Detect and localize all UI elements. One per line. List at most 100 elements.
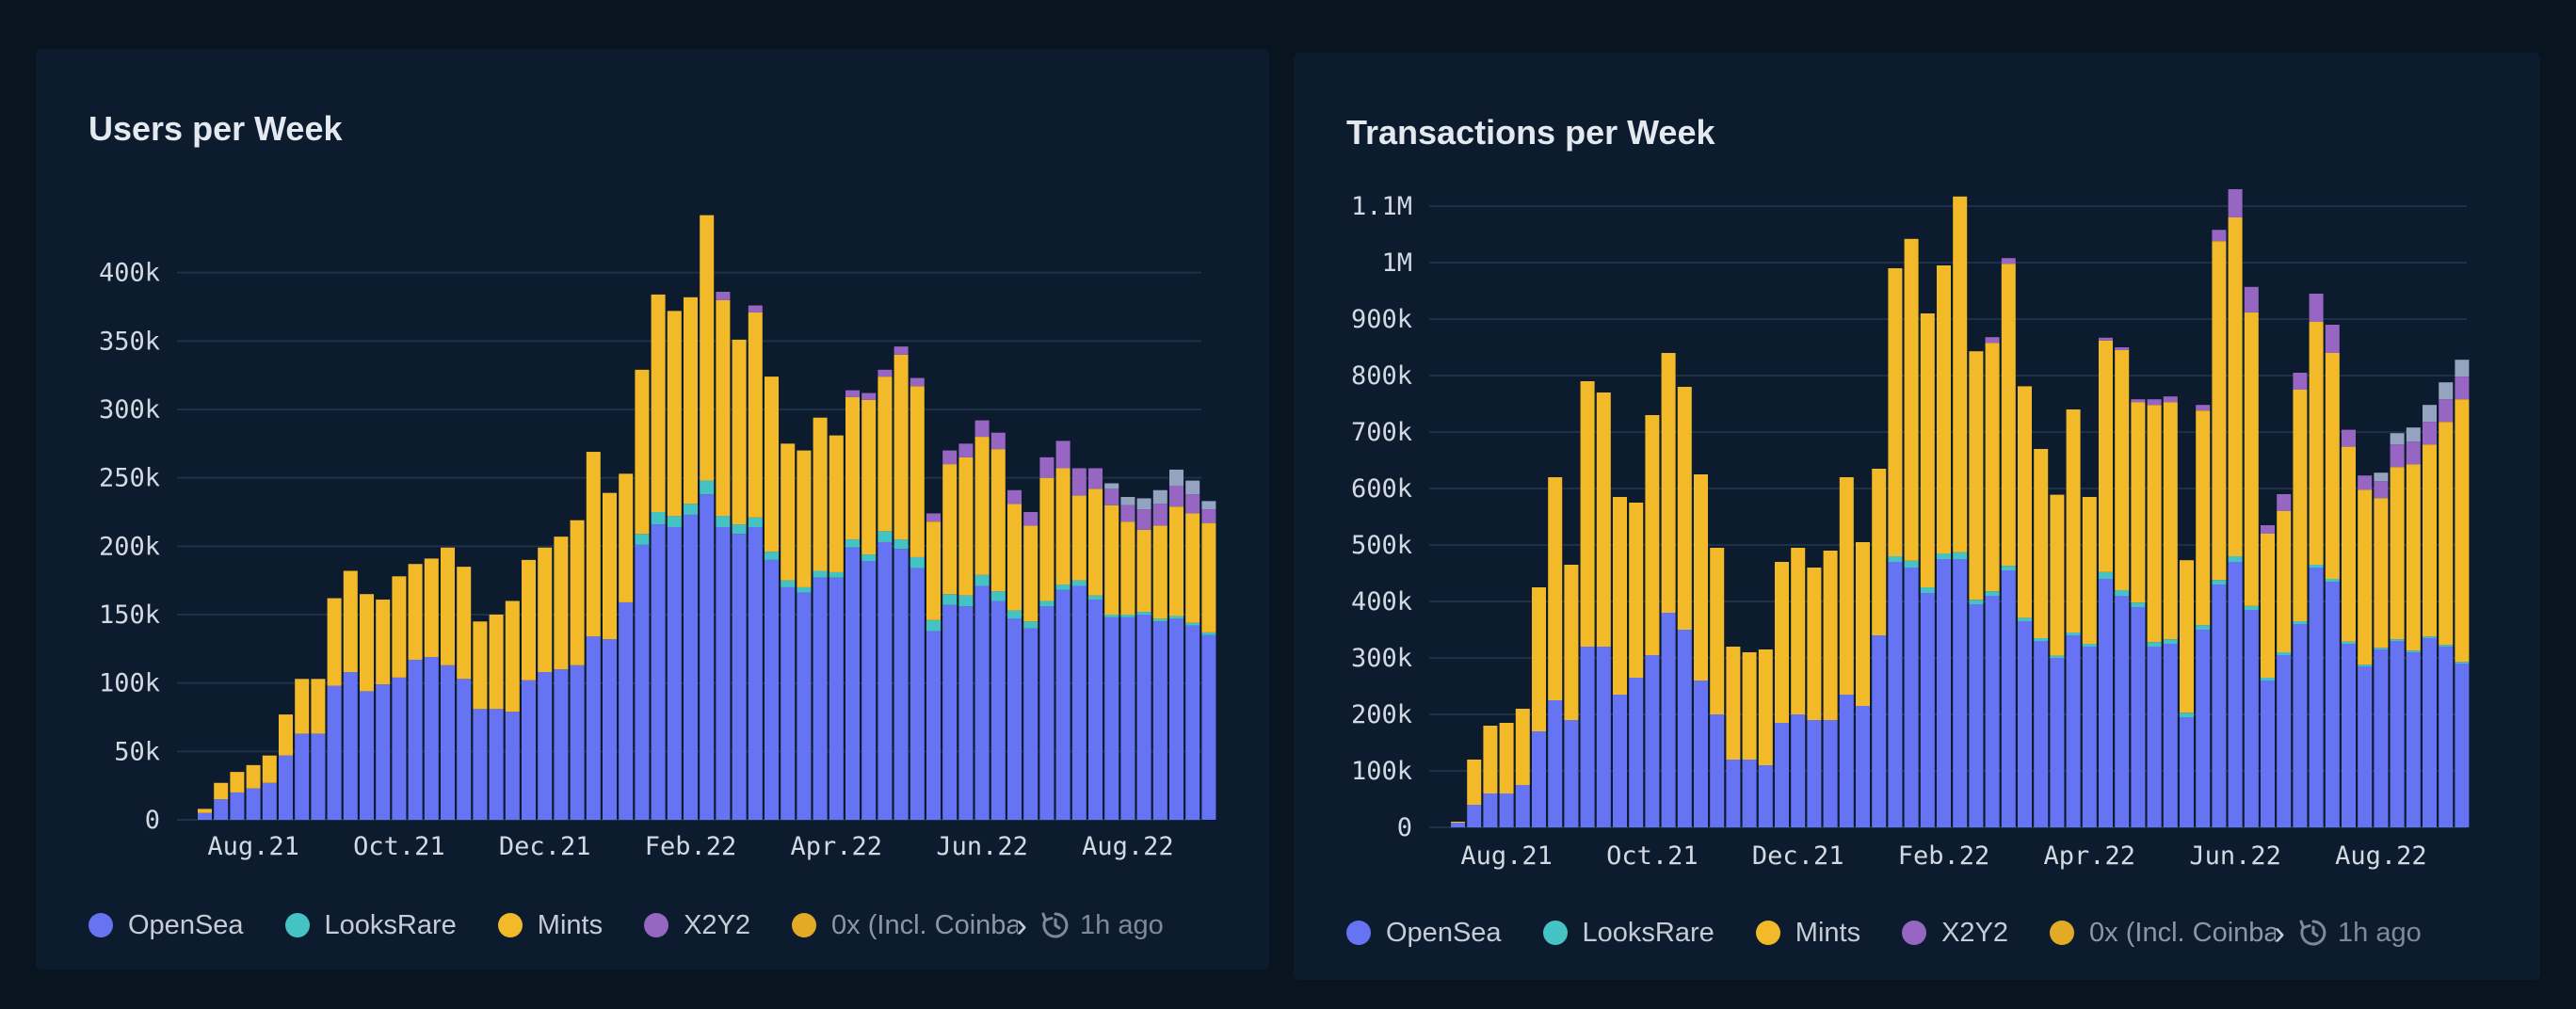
bar-segment-looksrare[interactable] [2018,617,2032,621]
bar-segment-mints[interactable] [1904,238,1919,561]
bar-segment-opensea[interactable] [1120,617,1135,820]
bar-segment-mints[interactable] [1872,469,1887,635]
bar-segment-opensea[interactable] [1596,647,1611,827]
bar-segment-looksrare[interactable] [651,512,666,525]
bar-segment-opensea[interactable] [2196,630,2211,827]
bar-segment-mints[interactable] [279,714,293,756]
bar-segment-looksrare[interactable] [2196,625,2211,630]
bar-segment-opensea[interactable] [262,782,277,820]
bar-segment-mints[interactable] [1564,565,1579,720]
bar-segment-x2y2[interactable] [716,292,731,300]
bar-segment-mints[interactable] [845,396,860,540]
bar-segment-opensea[interactable] [1823,720,1838,827]
bar-segment-other[interactable] [2374,472,2389,482]
bar-segment-opensea[interactable] [1007,618,1022,820]
bar-segment-x2y2[interactable] [910,377,925,387]
bar-segment-opensea[interactable] [1532,731,1546,827]
bar-segment-opensea[interactable] [845,547,860,820]
bar-segment-mints[interactable] [877,376,893,532]
bar-segment-mints[interactable] [1532,587,1546,731]
bar-segment-mints[interactable] [2244,312,2259,606]
bar-segment-x2y2[interactable] [2244,286,2259,312]
bar-segment-opensea[interactable] [797,592,812,820]
bar-segment-x2y2[interactable] [1185,494,1200,514]
bar-segment-mints[interactable] [392,576,407,678]
bar-segment-looksrare[interactable] [2131,602,2146,607]
bar-segment-looksrare[interactable] [2325,579,2340,582]
bar-segment-opensea[interactable] [392,677,407,820]
bar-segment-opensea[interactable] [2358,666,2373,827]
refresh-indicator[interactable]: 1h ago [2298,918,2422,949]
bar-segment-x2y2[interactable] [2423,422,2437,445]
bar-segment-x2y2[interactable] [1201,509,1216,523]
bar-segment-looksrare[interactable] [2439,645,2454,647]
bar-segment-opensea[interactable] [360,691,374,820]
bar-segment-mints[interactable] [1039,477,1055,601]
bar-segment-looksrare[interactable] [2115,590,2130,596]
bar-segment-x2y2[interactable] [2147,399,2162,406]
bar-segment-opensea[interactable] [1467,805,1482,827]
bar-segment-looksrare[interactable] [1169,616,1183,619]
bar-segment-opensea[interactable] [1742,760,1757,827]
bar-segment-mints[interactable] [2066,409,2081,633]
bar-segment-x2y2[interactable] [2358,475,2373,490]
bar-segment-mints[interactable] [489,615,504,710]
bar-segment-opensea[interactable] [2082,647,2097,827]
bar-segment-opensea[interactable] [1055,589,1071,820]
bar-segment-x2y2[interactable] [1007,489,1022,504]
bar-segment-mints[interactable] [2196,410,2211,626]
bar-segment-mints[interactable] [781,443,796,581]
bar-segment-opensea[interactable] [1904,568,1919,827]
bar-segment-opensea[interactable] [408,659,423,820]
bar-segment-opensea[interactable] [570,665,585,820]
bar-segment-looksrare[interactable] [2358,665,2373,666]
bar-segment-opensea[interactable] [1920,593,1935,827]
bar-segment-other[interactable] [2406,427,2421,442]
bar-segment-mints[interactable] [1071,495,1087,581]
bar-segment-opensea[interactable] [2293,624,2308,827]
bar-segment-opensea[interactable] [1758,765,1773,827]
bar-segment-looksrare[interactable] [2261,678,2275,681]
bar-segment-opensea[interactable] [376,684,391,820]
bar-segment-x2y2[interactable] [2439,399,2454,423]
bar-segment-mints[interactable] [198,809,212,813]
bar-segment-mints[interactable] [748,312,763,518]
bar-segment-other[interactable] [1120,497,1135,505]
bar-segment-opensea[interactable] [214,799,229,820]
legend-item-mints[interactable]: Mints [497,910,603,941]
bar-segment-other[interactable] [1136,498,1151,510]
bar-segment-x2y2[interactable] [2293,373,2308,390]
bar-segment-mints[interactable] [1007,504,1022,611]
bar-segment-mints[interactable] [1888,268,1903,556]
bar-segment-x2y2[interactable] [1169,486,1183,507]
bar-segment-opensea[interactable] [2342,644,2356,827]
bar-segment-opensea[interactable] [2115,596,2130,827]
bar-segment-mints[interactable] [1775,562,1789,723]
legend-item-looksrare[interactable]: LooksRare [284,910,457,941]
bar-segment-opensea[interactable] [2423,638,2437,827]
bar-segment-mints[interactable] [2212,241,2227,581]
bar-segment-mints[interactable] [1136,529,1151,613]
bar-segment-opensea[interactable] [2018,621,2032,827]
bar-segment-opensea[interactable] [1645,655,1660,827]
bar-segment-looksrare[interactable] [910,556,925,569]
bar-segment-opensea[interactable] [635,544,650,820]
bar-segment-looksrare[interactable] [2099,571,2113,579]
bar-segment-mints[interactable] [813,417,828,571]
bar-segment-mints[interactable] [2261,534,2275,678]
bar-segment-opensea[interactable] [2325,582,2340,827]
bar-segment-opensea[interactable] [2034,641,2049,827]
bar-segment-mints[interactable] [2163,402,2178,640]
bar-segment-x2y2[interactable] [2390,444,2405,468]
bar-segment-mints[interactable] [974,437,990,575]
bar-segment-mints[interactable] [2309,322,2324,565]
bar-segment-opensea[interactable] [2163,644,2178,827]
bar-segment-looksrare[interactable] [2212,580,2227,585]
bar-segment-mints[interactable] [684,296,698,504]
bar-segment-mints[interactable] [1791,548,1806,714]
bar-segment-mints[interactable] [262,755,277,783]
bar-segment-x2y2[interactable] [1088,468,1103,489]
bar-segment-mints[interactable] [1937,265,1951,553]
bar-segment-looksrare[interactable] [1152,618,1167,622]
bar-segment-looksrare[interactable] [1055,585,1071,590]
